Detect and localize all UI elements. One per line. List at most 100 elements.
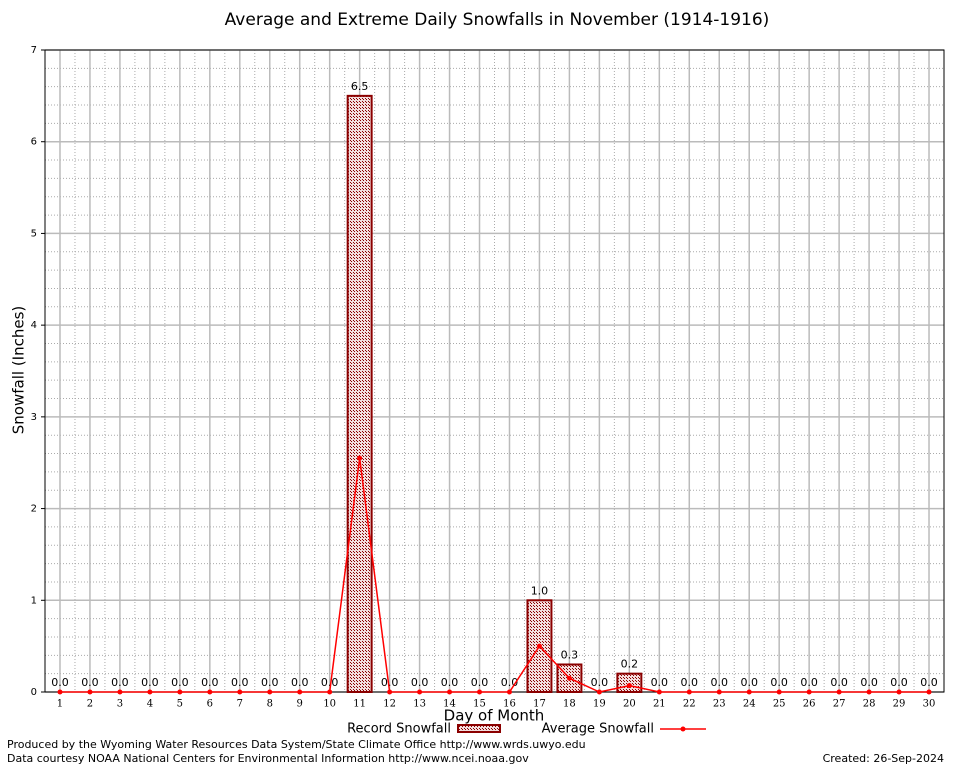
x-tick-label: 29: [893, 699, 906, 710]
point: [237, 689, 243, 695]
point: [926, 689, 932, 695]
point: [896, 689, 902, 695]
x-tick-label: 17: [533, 699, 546, 710]
value-label: 1.0: [531, 584, 549, 597]
value-label: 0.2: [621, 658, 639, 671]
value-label: 0.0: [141, 676, 159, 689]
point: [477, 689, 483, 695]
point: [836, 689, 842, 695]
x-axis-title: Day of Month: [444, 707, 545, 725]
footer: Produced by the Wyoming Water Resources …: [7, 738, 586, 751]
value-label: 0.0: [411, 676, 429, 689]
x-tick-label: 24: [743, 699, 756, 710]
point: [656, 689, 662, 695]
point: [117, 689, 123, 695]
value-label: 0.0: [291, 676, 309, 689]
point: [566, 675, 572, 681]
value-label: 0.0: [860, 676, 878, 689]
value-label: 0.0: [770, 676, 788, 689]
value-label: 0.0: [231, 676, 249, 689]
x-tick-label: 27: [833, 699, 846, 710]
value-label: 0.0: [890, 676, 908, 689]
value-label: 0.0: [681, 676, 699, 689]
point: [686, 689, 692, 695]
point: [87, 689, 93, 695]
legend-label: Record Snowfall: [347, 722, 451, 737]
x-tick-label: 6: [207, 699, 213, 710]
value-label: 0.0: [830, 676, 848, 689]
x-tick-label: 20: [623, 699, 636, 710]
point: [207, 689, 213, 695]
x-tick-label: 9: [297, 699, 303, 710]
point: [806, 689, 812, 695]
point: [776, 689, 782, 695]
x-tick-label: 25: [773, 699, 786, 710]
value-label: 0.0: [201, 676, 219, 689]
value-label: 0.0: [261, 676, 279, 689]
x-tick-label: 28: [863, 699, 876, 710]
point: [716, 689, 722, 695]
point: [506, 689, 512, 695]
x-tick-label: 8: [267, 699, 273, 710]
x-tick-label: 26: [803, 699, 816, 710]
legend-label: Average Snowfall: [542, 722, 654, 737]
value-label: 0.0: [441, 676, 459, 689]
x-tick-label: 13: [413, 699, 426, 710]
y-tick-label: 6: [31, 137, 37, 148]
created-date: Created: 26-Sep-2024: [823, 752, 944, 765]
x-tick-label: 10: [323, 699, 336, 710]
x-tick-label: 23: [713, 699, 726, 710]
x-tick-label: 1: [57, 699, 63, 710]
x-tick-label: 14: [443, 699, 456, 710]
point: [57, 689, 63, 695]
value-label: 0.0: [711, 676, 729, 689]
value-label: 0.0: [591, 676, 609, 689]
x-tick-label: 7: [237, 699, 243, 710]
value-label: 0.0: [800, 676, 818, 689]
x-tick-label: 5: [177, 699, 183, 710]
line: [59, 458, 930, 693]
x-tick-label: 16: [503, 699, 516, 710]
point: [596, 689, 602, 695]
x-tick-label: 21: [653, 699, 666, 710]
x-tick-label: 12: [383, 699, 396, 710]
value-label: 0.0: [651, 676, 669, 689]
point: [626, 683, 632, 689]
bar: [616, 672, 643, 694]
y-tick-label: 0: [31, 687, 37, 698]
bar: [346, 94, 373, 694]
x-tick-label: 2: [87, 699, 93, 710]
legend-swatch: [457, 724, 501, 733]
point: [387, 689, 393, 695]
y-tick-label: 4: [31, 320, 37, 331]
x-tick-label: 15: [473, 699, 486, 710]
x-tick-label: 22: [683, 699, 696, 710]
y-tick-label: 5: [31, 228, 37, 239]
value-label: 0.0: [920, 676, 938, 689]
x-tick-label: 3: [117, 699, 123, 710]
y-axis-title: Snowfall (Inches): [10, 306, 28, 434]
point: [536, 643, 542, 649]
point: [447, 689, 453, 695]
point: [746, 689, 752, 695]
value-label: 0.0: [171, 676, 189, 689]
y-tick-label: 7: [31, 45, 37, 56]
value-label: 0.0: [111, 676, 129, 689]
y-tick-label: 1: [31, 595, 37, 606]
value-label: 0.0: [51, 676, 69, 689]
x-tick-label: 4: [147, 699, 153, 710]
point: [297, 689, 303, 695]
legend-swatch: [680, 726, 686, 732]
value-label: 0.0: [81, 676, 99, 689]
x-tick-label: 19: [593, 699, 606, 710]
value-label: 0.3: [561, 648, 579, 661]
value-label: 0.0: [471, 676, 489, 689]
value-label: 0.0: [321, 676, 339, 689]
value-label: 6.5: [351, 80, 369, 93]
point: [417, 689, 423, 695]
y-tick-label: 3: [31, 412, 37, 423]
point: [267, 689, 273, 695]
point: [147, 689, 153, 695]
